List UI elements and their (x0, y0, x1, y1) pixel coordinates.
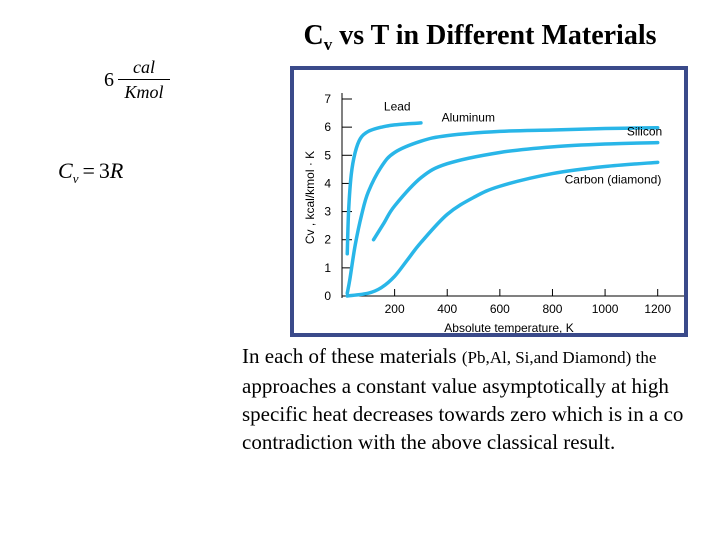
y-tick-label: 2 (324, 233, 331, 247)
x-tick-label: 600 (490, 302, 510, 316)
fraction-bar (118, 79, 170, 80)
caption-line-2: approaches a constant value asymptotical… (242, 374, 669, 398)
units-numerator: cal (133, 57, 155, 77)
caption-line-1-text: In each of these materials (242, 344, 462, 368)
y-tick-label: 5 (324, 148, 331, 162)
y-tick-label: 0 (324, 289, 331, 303)
title-rest: vs T in Different Materials (332, 20, 657, 51)
series-line-carbon-diamond (345, 160, 660, 298)
y-tick-label: 1 (324, 261, 331, 275)
cv-constant: R (109, 158, 124, 183)
cv-subscript: v (72, 171, 79, 186)
y-tick-label: 3 (324, 205, 331, 219)
series-label-carbon-diamond: Carbon (diamond) (565, 172, 662, 186)
y-tick-label: 7 (324, 92, 331, 106)
series-line-silicon (371, 140, 660, 242)
series-line-aluminum (345, 125, 660, 295)
series-line-lead (345, 121, 423, 256)
series-label-silicon: Silicon (627, 125, 662, 139)
x-tick-label: 200 (385, 302, 405, 316)
y-tick-label: 6 (324, 120, 331, 134)
chart-frame: 0 1 2 3 4 5 6 7 200 400 600 800 1000 1200 Absolute tem… (290, 66, 688, 337)
cv-number: 3 (98, 158, 110, 183)
units-denominator: Kmol (124, 82, 164, 102)
title-subscript: v (323, 35, 333, 54)
series-label-aluminum: Aluminum (442, 111, 495, 125)
y-tick-label: 4 (324, 176, 331, 190)
x-axis-label: Absolute temperature, K (444, 321, 573, 333)
caption-materials: (Pb,Al, Si,and Diamond) the (461, 348, 657, 367)
series-label-lead: Lead (384, 99, 411, 113)
x-tick-label: 400 (437, 302, 457, 316)
caption-line-3: specific heat decreases towards zero whi… (242, 402, 684, 426)
x-tick-label: 1000 (592, 302, 619, 316)
caption: In each of these materials (Pb,Al, Si,an… (242, 342, 720, 456)
title-main: C (303, 20, 324, 51)
y-axis-label: Cv , kcal/kmol · K (303, 151, 317, 244)
cv-formula: Cv = 3R (58, 158, 123, 187)
specific-heat-chart: 0 1 2 3 4 5 6 7 200 400 600 800 1000 1200 Absolute tem… (303, 92, 684, 333)
x-tick-label: 1200 (644, 302, 671, 316)
x-tick-label: 800 (542, 302, 562, 316)
cv-symbol: C (58, 158, 73, 183)
caption-line-1: In each of these materials (Pb,Al, Si,an… (242, 342, 720, 372)
units-fraction: cal Kmol (118, 56, 170, 103)
units-coefficient: 6 (104, 69, 114, 91)
slide-title: Cv vs T in Different Materials (0, 20, 720, 55)
caption-line-4: contradiction with the above classical r… (242, 430, 616, 454)
cv-equals: = (82, 158, 95, 183)
